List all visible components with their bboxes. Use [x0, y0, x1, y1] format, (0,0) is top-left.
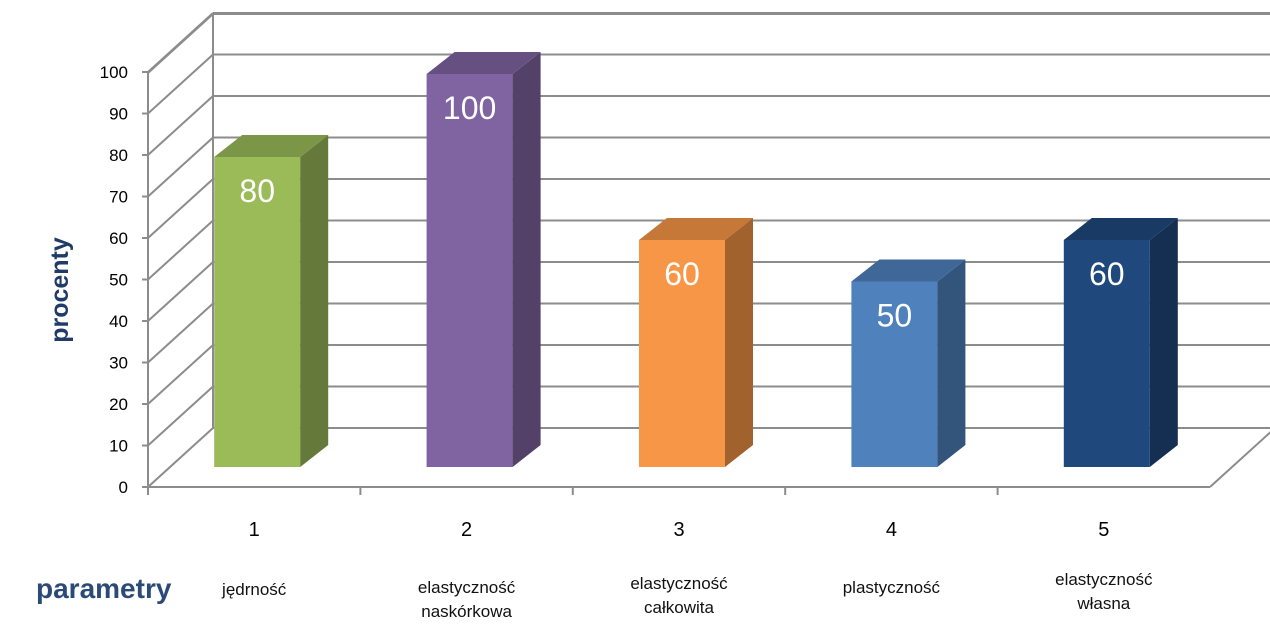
- y-tick-label: 10: [109, 437, 128, 456]
- bar-side: [512, 52, 541, 467]
- y-tick-label: 30: [109, 354, 128, 373]
- category-name: elastyczność własna: [1055, 570, 1153, 613]
- bar-top: [426, 52, 541, 74]
- data-label: 80: [239, 173, 275, 209]
- y-tick-labels: 0 10 20 30 40 50 60 70 80 90 100: [100, 63, 148, 497]
- bar-top: [851, 259, 966, 282]
- category-name: elastyczność naskórkowa: [417, 578, 516, 621]
- x-tick-label: 3: [673, 519, 684, 541]
- category-name: jędrność: [222, 580, 287, 599]
- gridline-side: [147, 13, 214, 74]
- y-axis-label: procenty: [46, 237, 74, 343]
- y-tick-label: 80: [109, 146, 128, 165]
- bars: 80 100 60 50 60: [214, 52, 1178, 467]
- gridline-side: [147, 427, 214, 488]
- y-tick-label: 60: [109, 229, 128, 248]
- x-tick-label: 5: [1098, 519, 1109, 541]
- bar-2: 100: [426, 52, 541, 467]
- bar-front: [1063, 240, 1150, 467]
- category-name: elastyczność całkowita: [630, 574, 728, 617]
- bar-side: [300, 135, 329, 467]
- bar-front: [851, 281, 938, 467]
- bar-side: [725, 218, 753, 467]
- gridline-side: [147, 136, 214, 198]
- gridline-side: [147, 261, 214, 322]
- bar-side: [1149, 218, 1178, 467]
- bar-top: [1063, 218, 1178, 240]
- x-tick-label: 4: [886, 519, 897, 541]
- gridline-side: [147, 344, 214, 405]
- bar-front: [214, 157, 301, 467]
- gridline-side: [147, 219, 214, 281]
- data-label: 50: [877, 298, 913, 334]
- y-tick-label: 70: [109, 188, 128, 207]
- data-label: 100: [443, 90, 496, 126]
- gridline-side: [147, 95, 214, 156]
- gridline-side: [147, 53, 214, 115]
- y-tick-label: 50: [109, 271, 128, 290]
- data-label: 60: [1089, 256, 1125, 292]
- y-tick-label: 90: [109, 105, 128, 124]
- bar-side: [937, 259, 966, 467]
- y-tick-label: 100: [100, 63, 128, 82]
- gridline-side: [147, 385, 214, 447]
- bar-3: 60: [639, 218, 753, 467]
- bar-5: 60: [1063, 218, 1178, 467]
- bar-1: 80: [214, 135, 329, 467]
- x-tick-label: 1: [249, 519, 260, 541]
- bar-top: [639, 218, 753, 240]
- x-tick-labels: 1 2 3 4 5: [147, 487, 1109, 541]
- bar-4: 50: [851, 259, 966, 467]
- y-tick-label: 40: [109, 312, 128, 331]
- bar-top: [214, 135, 329, 157]
- floor-edge: [1209, 431, 1270, 488]
- bar-front: [639, 240, 725, 467]
- gridline-side: [147, 178, 214, 239]
- gridline-side: [147, 302, 214, 364]
- x-axis-label: parametry: [36, 573, 172, 604]
- data-label: 60: [664, 256, 700, 292]
- y-tick-label: 20: [109, 395, 128, 414]
- y-tick-label: 0: [119, 478, 128, 497]
- bar-front: [426, 74, 513, 467]
- category-name: plastyczność: [842, 578, 941, 597]
- x-tick-label: 2: [461, 519, 472, 541]
